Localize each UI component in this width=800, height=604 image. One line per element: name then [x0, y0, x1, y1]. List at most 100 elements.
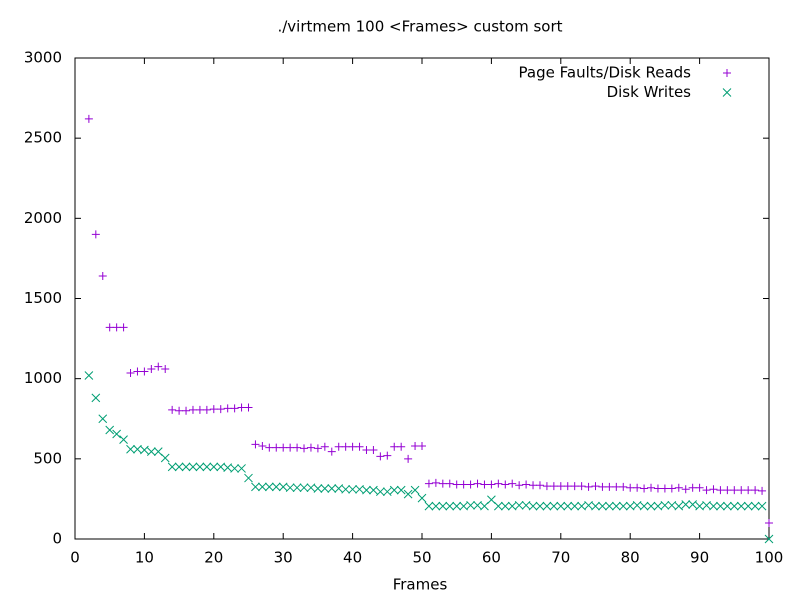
point: [570, 482, 579, 491]
point: [681, 500, 691, 509]
point: [140, 445, 149, 455]
y-tick-label: 0: [52, 530, 62, 548]
point: [286, 443, 295, 452]
point: [146, 447, 156, 456]
point: [750, 501, 760, 511]
point: [410, 485, 420, 495]
point: [619, 482, 628, 491]
point: [528, 501, 538, 511]
point: [765, 518, 773, 527]
point: [299, 483, 309, 493]
point: [271, 482, 281, 492]
point: [445, 479, 454, 488]
point: [577, 482, 586, 491]
point: [487, 495, 496, 505]
point: [154, 362, 163, 371]
point: [320, 484, 330, 493]
point: [646, 501, 656, 511]
point: [473, 500, 482, 510]
x-tick-label: 80: [621, 549, 640, 567]
point: [376, 487, 385, 497]
point: [598, 501, 607, 511]
point: [737, 486, 746, 495]
point: [341, 442, 350, 451]
point: [591, 501, 600, 511]
point: [390, 442, 399, 451]
point: [758, 486, 767, 495]
point: [494, 479, 503, 488]
point: [195, 405, 204, 414]
point: [591, 482, 600, 491]
point: [334, 442, 343, 451]
point: [473, 479, 482, 488]
point: [730, 486, 739, 495]
point: [501, 480, 510, 489]
point: [424, 479, 433, 488]
point: [632, 500, 642, 510]
point: [438, 501, 448, 511]
point: [292, 483, 302, 493]
point: [674, 483, 683, 492]
point: [660, 500, 670, 510]
point: [112, 323, 121, 332]
point: [452, 480, 461, 489]
x-tick-label: 40: [343, 549, 362, 567]
point: [396, 485, 406, 495]
point: [514, 500, 524, 510]
point: [175, 406, 184, 415]
point: [168, 405, 177, 414]
point: [362, 446, 371, 455]
point: [459, 501, 468, 511]
point: [570, 501, 580, 511]
point: [521, 500, 531, 510]
x-tick-label: 30: [274, 549, 293, 567]
point: [202, 462, 212, 472]
point: [736, 501, 746, 511]
point: [411, 442, 420, 451]
point: [584, 500, 593, 510]
point: [369, 485, 378, 495]
point: [744, 486, 753, 495]
point: [584, 482, 593, 491]
point: [216, 405, 225, 414]
point: [723, 486, 732, 495]
point: [640, 484, 649, 493]
point: [98, 414, 108, 424]
point: [653, 501, 663, 511]
point: [639, 501, 649, 511]
point: [91, 230, 100, 239]
point: [688, 483, 697, 492]
point: [140, 367, 149, 376]
point: [542, 482, 551, 491]
point: [272, 443, 281, 452]
point: [549, 482, 558, 491]
point: [542, 501, 552, 511]
point: [223, 463, 233, 473]
point: [535, 481, 544, 490]
point: [300, 444, 309, 453]
point: [251, 440, 260, 449]
point: [611, 501, 621, 511]
point: [535, 501, 545, 511]
point: [431, 501, 441, 511]
point: [723, 501, 732, 511]
point: [126, 444, 135, 454]
point: [431, 478, 440, 487]
point: [327, 484, 337, 493]
point: [702, 486, 711, 495]
point: [84, 371, 94, 380]
point: [605, 482, 614, 491]
point: [382, 487, 392, 497]
point: [709, 501, 718, 511]
legend-label: Page Faults/Disk Reads: [519, 64, 692, 82]
point: [729, 501, 739, 511]
point: [258, 442, 267, 451]
point: [341, 484, 351, 494]
point: [209, 462, 219, 472]
point: [459, 480, 468, 489]
point: [119, 323, 128, 332]
point: [612, 482, 621, 491]
point: [500, 501, 510, 511]
